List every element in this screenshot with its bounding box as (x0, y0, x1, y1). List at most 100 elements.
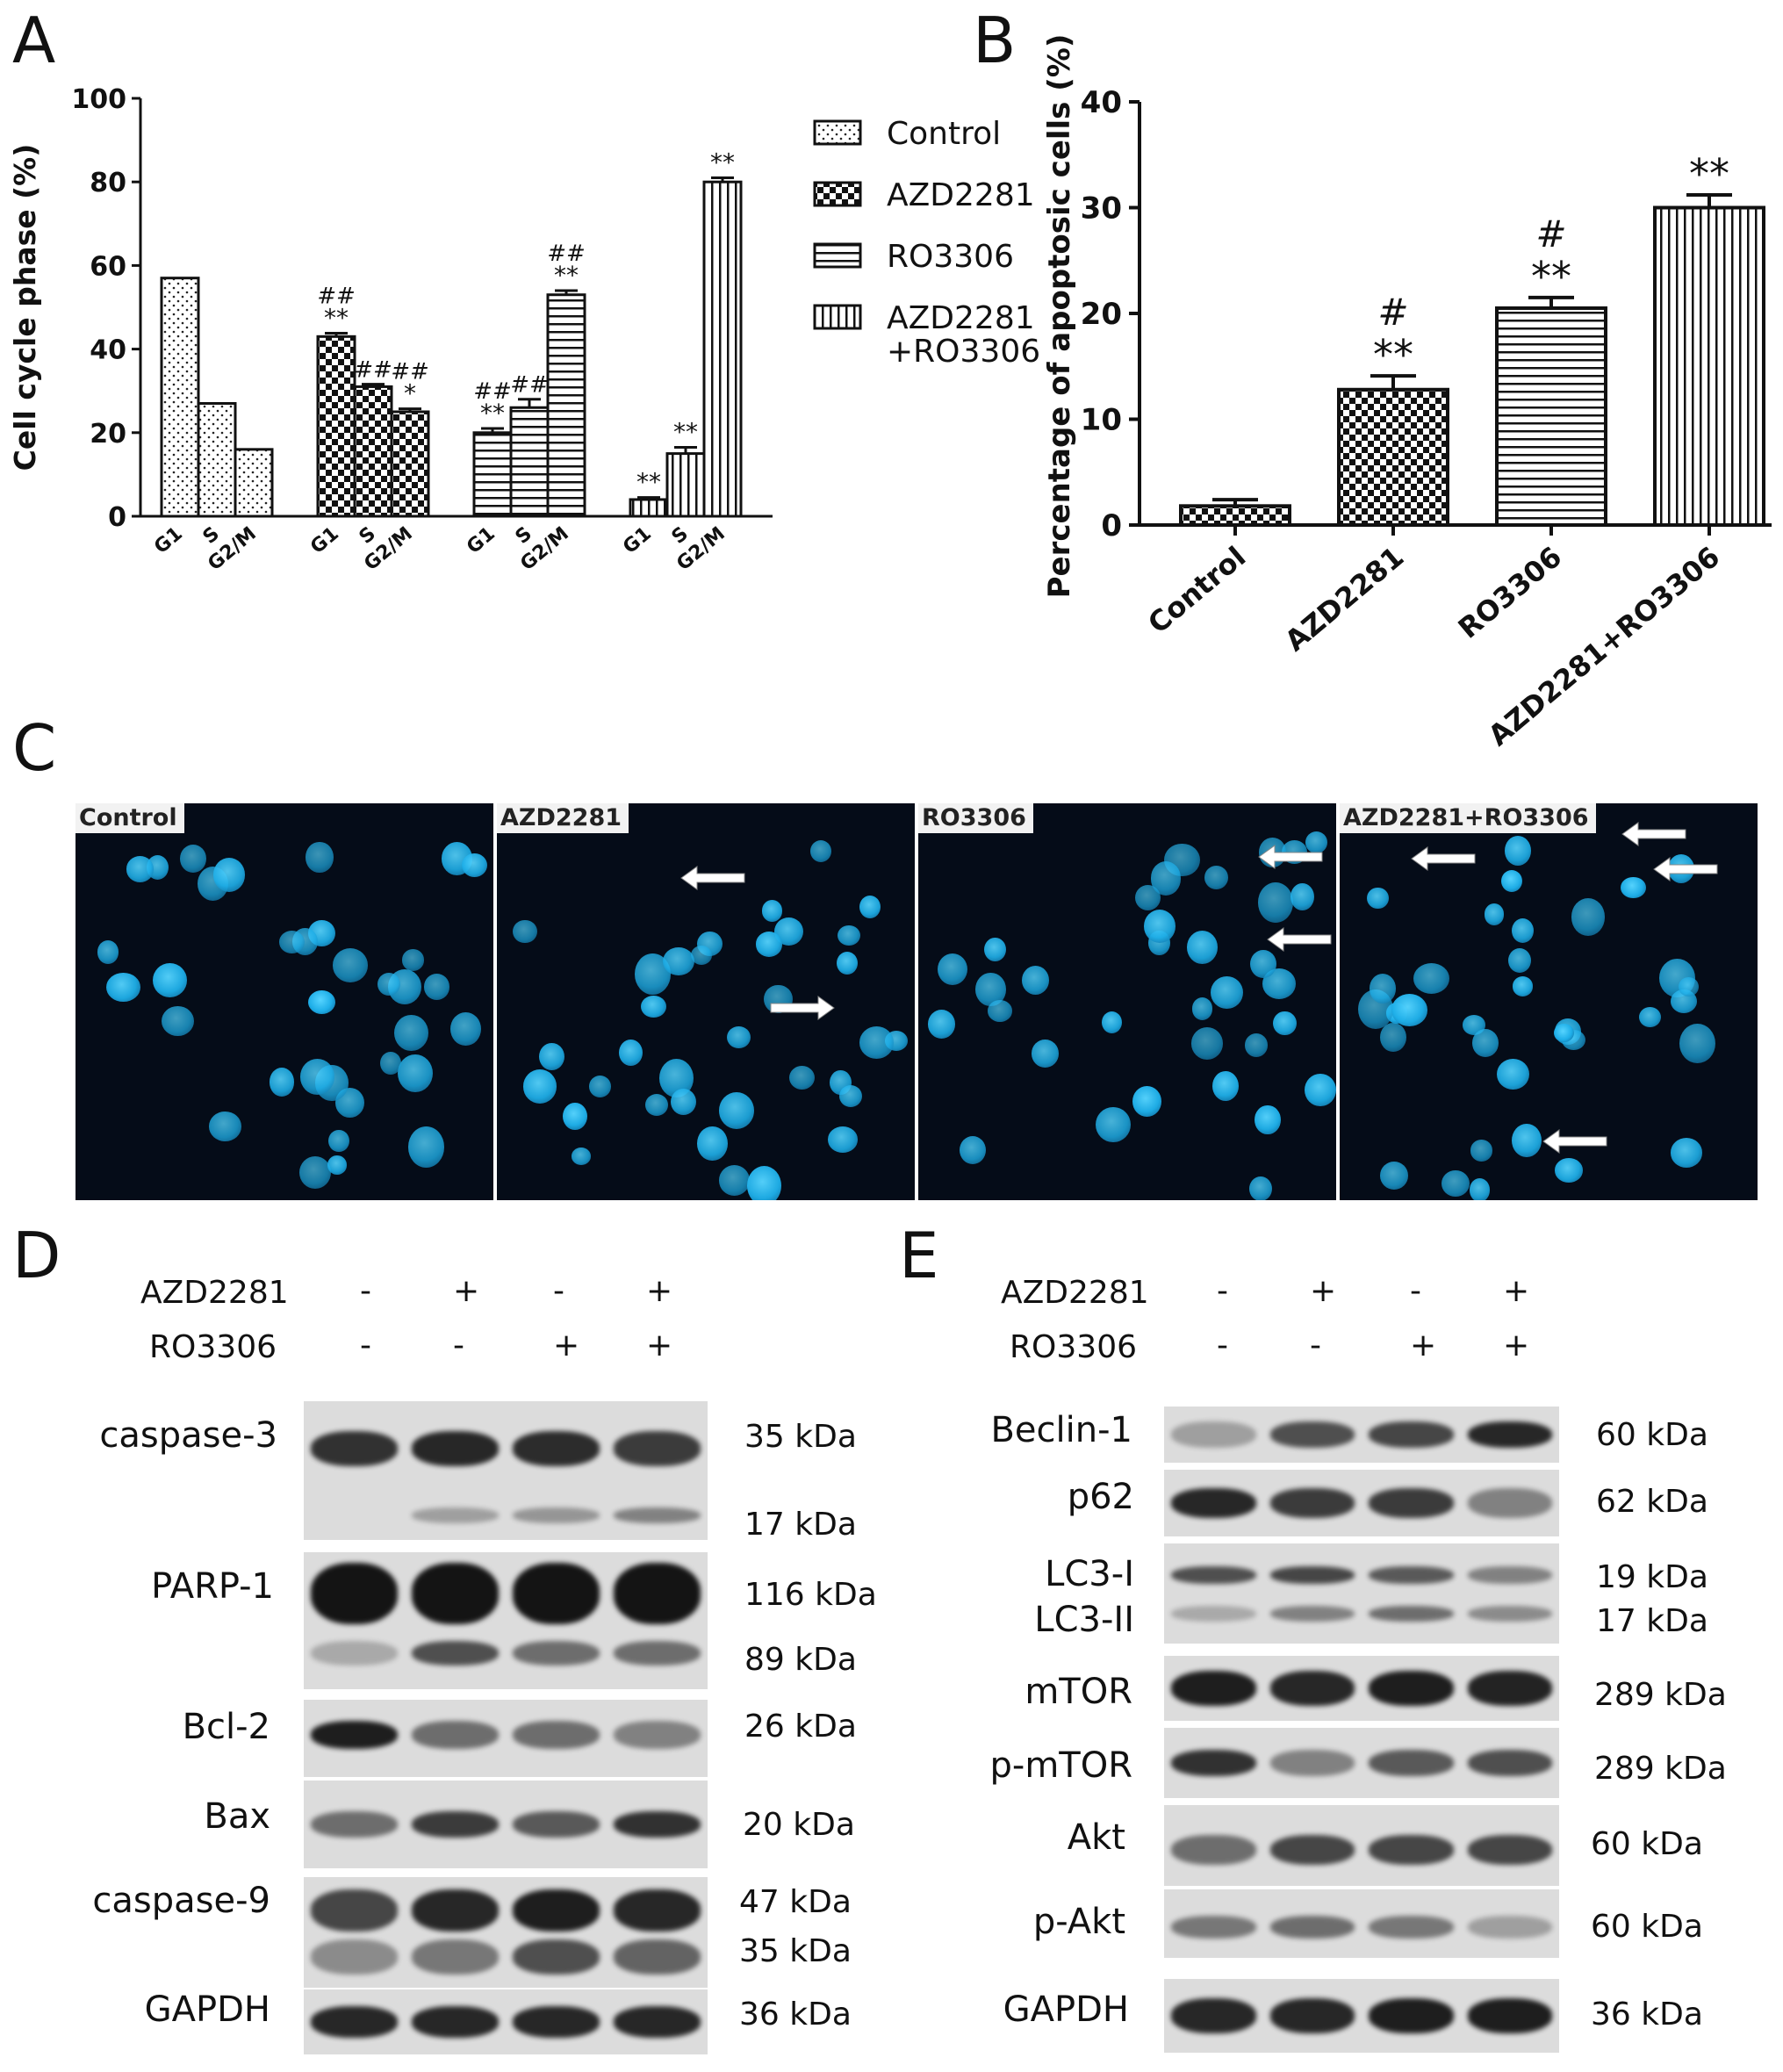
significance-label: ** (324, 304, 349, 333)
band (412, 2006, 499, 2038)
kda-label: 19 kDa (1596, 1559, 1708, 1595)
blot-strip (1164, 1407, 1559, 1463)
x-tick-label: Control (1141, 540, 1252, 640)
lane-sign: - (1217, 1327, 1228, 1363)
nucleus (393, 1015, 428, 1052)
band (1269, 1605, 1355, 1622)
band (1269, 1998, 1355, 2033)
band (1467, 1605, 1552, 1622)
nucleus (788, 1066, 815, 1090)
microscopy-panel-control: Control (75, 803, 493, 1200)
band (1467, 1998, 1552, 2033)
nucleus (377, 973, 401, 996)
legend-label: RO3306 (887, 239, 1014, 275)
nucleus (1249, 1176, 1272, 1200)
significance-label: ## (547, 241, 586, 267)
lane-sign: + (1310, 1273, 1337, 1309)
significance-label: ** (1689, 150, 1729, 198)
panel-label-d: D (12, 1219, 61, 1292)
nucleus (562, 1103, 587, 1131)
band (311, 2006, 398, 2038)
bar (665, 452, 706, 518)
band (1171, 1998, 1256, 2033)
nucleus (859, 895, 881, 918)
band (513, 1641, 600, 1666)
nucleus (461, 853, 487, 878)
nucleus (1102, 1011, 1123, 1034)
x-tick-label: G1 (463, 522, 500, 558)
band (412, 1562, 499, 1624)
band (311, 1430, 398, 1466)
nucleus (269, 1068, 295, 1097)
bar (546, 293, 586, 518)
y-axis-label: Percentage of apoptosic cells (%) (1042, 35, 1077, 598)
significance-label: ** (636, 468, 661, 497)
lane-sign: + (1503, 1327, 1530, 1363)
legend-label: AZD2281 (887, 300, 1035, 336)
nucleus (1369, 974, 1396, 1004)
significance-label: ** (480, 399, 505, 428)
band (412, 1939, 499, 1975)
lane-sign: - (360, 1327, 371, 1363)
lane-sign: + (646, 1273, 673, 1309)
nucleus (1132, 1086, 1161, 1118)
y-tick-label: 40 (90, 335, 126, 366)
nucleus (618, 1040, 643, 1067)
protein-label: p-Akt (1032, 1902, 1125, 1942)
kda-label: 20 kDa (743, 1807, 855, 1843)
nucleus (126, 856, 155, 882)
nucleus (859, 1025, 895, 1059)
band (1171, 1834, 1256, 1865)
nucleus (162, 1005, 195, 1037)
nucleus (1151, 861, 1182, 896)
blot-strip (304, 1552, 708, 1689)
nucleus (1500, 870, 1522, 893)
nucleus (306, 842, 334, 873)
y-tick-label: 0 (1101, 508, 1122, 543)
nucleus (1304, 1073, 1336, 1107)
nucleus (1504, 835, 1532, 866)
kda-label: 36 kDa (1591, 1996, 1703, 2032)
bar (1179, 504, 1291, 527)
nucleus (106, 972, 141, 1003)
arrow-icon (1267, 927, 1332, 952)
panel-label-a: A (12, 4, 56, 77)
y-tick-label: 30 (1081, 191, 1122, 227)
blot-strip (1164, 1979, 1559, 2053)
protein-label: p62 (1067, 1477, 1134, 1517)
blot-strip (1164, 1470, 1559, 1536)
nucleus (1190, 1027, 1224, 1061)
nucleus (1554, 1157, 1584, 1183)
nucleus (1639, 1007, 1661, 1028)
protein-label: Bcl-2 (182, 1707, 270, 1747)
band (1467, 1421, 1552, 1448)
band (1269, 1750, 1355, 1776)
band (614, 1507, 701, 1523)
nucleus (1204, 865, 1229, 889)
nucleus (640, 995, 666, 1018)
nucleus (809, 839, 832, 862)
band (1171, 1605, 1256, 1622)
band (412, 1811, 499, 1838)
nucleus (1144, 909, 1176, 943)
band (513, 1430, 600, 1466)
nucleus (938, 953, 968, 986)
significance-label: ** (710, 147, 735, 176)
nucleus (1257, 881, 1293, 923)
band (311, 1641, 398, 1666)
band (1269, 1488, 1355, 1518)
lane-sign: - (1310, 1327, 1321, 1363)
legend-swatch (813, 242, 862, 269)
nucleus (1255, 1104, 1281, 1135)
protein-label: Beclin-1 (990, 1410, 1132, 1450)
microscopy-label: Control (75, 803, 184, 833)
band (1369, 1605, 1454, 1622)
panel-label-e: E (899, 1219, 939, 1292)
y-tick-label: 80 (90, 168, 126, 198)
nucleus (1571, 898, 1606, 936)
nucleus (726, 1025, 751, 1049)
arrow-icon (770, 996, 835, 1020)
bar (1653, 205, 1765, 527)
lane-sign: - (360, 1273, 371, 1309)
